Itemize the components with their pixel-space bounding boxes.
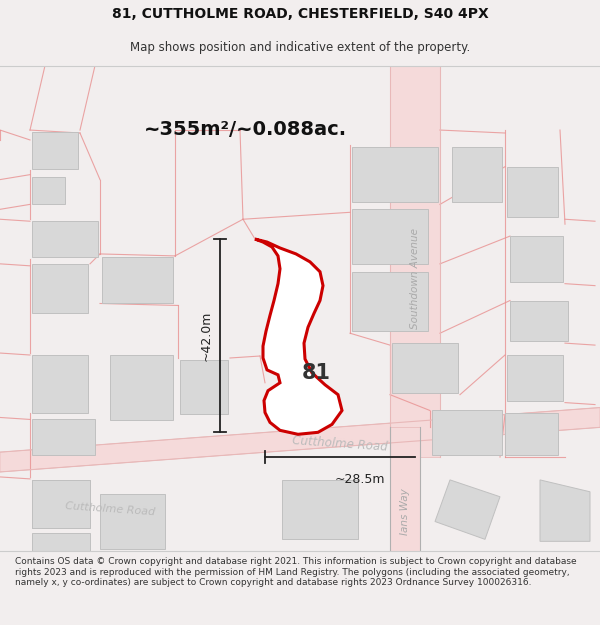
- Polygon shape: [432, 409, 502, 455]
- Text: Contains OS data © Crown copyright and database right 2021. This information is : Contains OS data © Crown copyright and d…: [15, 557, 577, 587]
- Polygon shape: [32, 264, 88, 313]
- Polygon shape: [32, 419, 95, 455]
- Polygon shape: [507, 167, 558, 217]
- Text: Cuttholme Road: Cuttholme Road: [292, 434, 388, 454]
- Polygon shape: [32, 533, 90, 551]
- Polygon shape: [32, 177, 65, 204]
- Polygon shape: [102, 257, 173, 304]
- Text: Map shows position and indicative extent of the property.: Map shows position and indicative extent…: [130, 41, 470, 54]
- Polygon shape: [255, 239, 342, 434]
- Polygon shape: [32, 132, 78, 169]
- Polygon shape: [32, 221, 98, 257]
- Text: ~28.5m: ~28.5m: [335, 473, 385, 486]
- Polygon shape: [392, 343, 458, 392]
- Polygon shape: [352, 147, 438, 202]
- Polygon shape: [32, 355, 88, 412]
- Polygon shape: [435, 480, 500, 539]
- Polygon shape: [390, 428, 420, 551]
- Polygon shape: [100, 494, 165, 549]
- Text: Ians Way: Ians Way: [400, 488, 410, 535]
- Polygon shape: [282, 480, 358, 539]
- Polygon shape: [510, 301, 568, 341]
- Polygon shape: [505, 412, 558, 455]
- Polygon shape: [540, 480, 590, 541]
- Text: 81: 81: [302, 363, 331, 383]
- Text: ~42.0m: ~42.0m: [199, 311, 212, 361]
- Polygon shape: [390, 66, 440, 457]
- Polygon shape: [32, 480, 90, 529]
- Polygon shape: [32, 480, 90, 529]
- Polygon shape: [452, 147, 502, 202]
- Polygon shape: [180, 360, 228, 414]
- Text: Cuttholme Road: Cuttholme Road: [65, 501, 155, 518]
- Text: 81, CUTTHOLME ROAD, CHESTERFIELD, S40 4PX: 81, CUTTHOLME ROAD, CHESTERFIELD, S40 4P…: [112, 8, 488, 21]
- Polygon shape: [352, 272, 428, 331]
- Text: Southdown Avenue: Southdown Avenue: [410, 228, 420, 329]
- Polygon shape: [510, 236, 563, 282]
- Text: ~355m²/~0.088ac.: ~355m²/~0.088ac.: [143, 120, 347, 139]
- Polygon shape: [0, 408, 600, 472]
- Polygon shape: [352, 209, 428, 264]
- Polygon shape: [110, 355, 173, 421]
- Polygon shape: [507, 355, 563, 401]
